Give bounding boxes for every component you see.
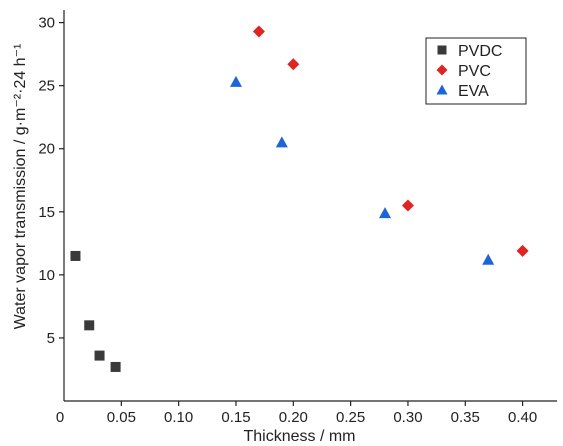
y-tick-label: 5 [47, 330, 55, 347]
pvdc-point [84, 320, 95, 331]
pvc-point [516, 244, 529, 257]
legend-marker-pvdc [437, 45, 447, 55]
y-tick-label: 30 [38, 15, 55, 32]
legend-label: PVDC [458, 43, 502, 60]
y-ticks: 5 10 15 20 25 30 [38, 15, 64, 347]
x-tick-label: 0.10 [164, 409, 193, 426]
x-tick-label: 0.40 [508, 409, 537, 426]
pvc-point [287, 58, 300, 71]
x-tick-label: 0.20 [279, 409, 308, 426]
eva-point [379, 207, 392, 219]
eva-point [229, 75, 242, 87]
y-tick-label: 20 [38, 141, 55, 158]
eva-point [482, 253, 495, 265]
series-pvc [252, 25, 529, 257]
x-axis-label: Thickness / mm [243, 428, 355, 445]
plot-area: 5 10 15 20 25 30 0 0.05 0.10 0.15 0.20 0.25 0.30 0.3… [38, 10, 557, 426]
legend-entry-pvc: PVC [436, 63, 491, 80]
y-tick-label: 10 [38, 267, 55, 284]
pvdc-point [70, 250, 81, 261]
y-axis-label: Water vapor transmission / g·m⁻²·24 h⁻¹ [12, 44, 29, 330]
data-points [70, 25, 529, 372]
x-tick-label: 0.15 [221, 409, 250, 426]
x-tick-label: 0 [56, 409, 64, 426]
x-tick-label: 0.35 [451, 409, 480, 426]
y-tick-label: 25 [38, 78, 55, 95]
x-tick-label: 0.05 [107, 409, 136, 426]
legend-label: PVC [458, 63, 491, 80]
x-ticks: 0 0.05 0.10 0.15 0.20 0.25 0.30 0.35 0.40 [56, 401, 537, 426]
x-tick-label: 0.30 [393, 409, 422, 426]
legend-entry-pvdc: PVDC [437, 43, 502, 60]
legend: PVDC PVC EVA [425, 37, 527, 105]
legend-label: EVA [458, 83, 489, 100]
legend-marker-pvc [436, 64, 448, 76]
pvc-point [252, 25, 265, 38]
y-tick-label: 15 [38, 204, 55, 221]
eva-point [275, 136, 288, 148]
pvdc-point [94, 350, 105, 361]
legend-marker-eva [436, 84, 448, 95]
legend-entry-eva: EVA [436, 83, 489, 100]
series-eva [229, 75, 495, 265]
pvdc-point [110, 361, 121, 372]
series-pvdc [70, 250, 121, 372]
pvc-point [401, 199, 414, 212]
x-tick-label: 0.25 [336, 409, 365, 426]
